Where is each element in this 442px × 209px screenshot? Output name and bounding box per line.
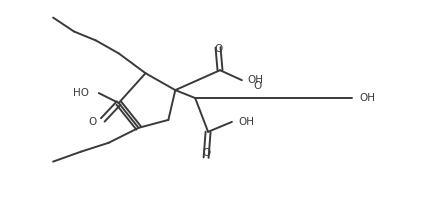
Text: OH: OH bbox=[359, 93, 375, 103]
Text: O: O bbox=[214, 44, 222, 54]
Text: OH: OH bbox=[248, 75, 264, 85]
Text: HO: HO bbox=[73, 88, 89, 98]
Text: O: O bbox=[88, 117, 97, 127]
Text: O: O bbox=[254, 81, 262, 91]
Text: OH: OH bbox=[238, 117, 254, 127]
Text: O: O bbox=[202, 148, 210, 158]
